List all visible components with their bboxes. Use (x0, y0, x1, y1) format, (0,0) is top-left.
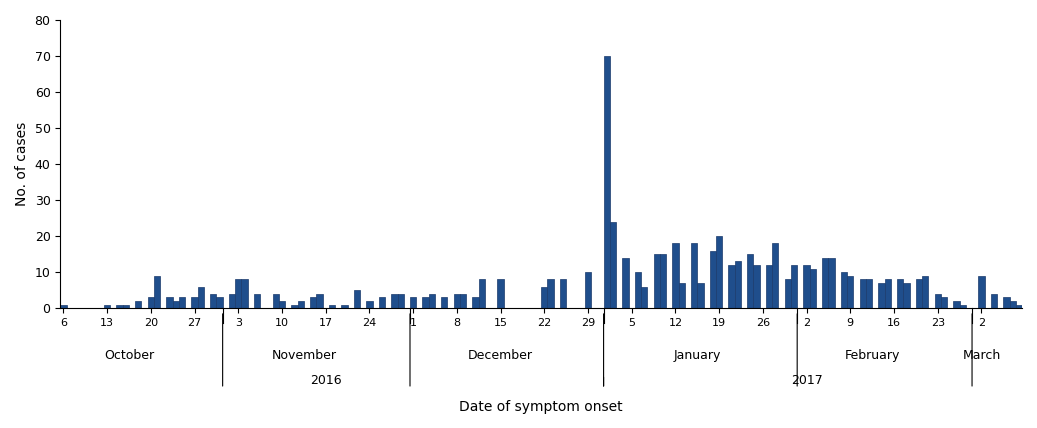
Bar (211, 294, 217, 308)
Bar (235, 279, 242, 308)
Bar (548, 279, 554, 308)
Bar (1003, 297, 1009, 308)
Bar (422, 297, 428, 308)
Bar (978, 276, 984, 308)
Bar (735, 262, 741, 308)
Bar (990, 294, 997, 308)
Bar (560, 279, 566, 308)
Bar (379, 297, 385, 308)
Bar (479, 279, 485, 308)
Bar (279, 301, 285, 308)
Bar (192, 297, 198, 308)
Bar (829, 258, 835, 308)
Bar (1009, 301, 1016, 308)
Bar (791, 265, 797, 308)
Bar (810, 268, 816, 308)
Bar (473, 297, 479, 308)
Bar (885, 279, 891, 308)
Bar (804, 265, 810, 308)
Bar (934, 294, 941, 308)
Bar (585, 272, 591, 308)
Bar (391, 294, 397, 308)
Text: Date of symptom onset: Date of symptom onset (459, 400, 623, 414)
Bar (454, 294, 460, 308)
Bar (167, 297, 173, 308)
Bar (922, 276, 928, 308)
Bar (316, 294, 323, 308)
Bar (147, 297, 153, 308)
Bar (866, 279, 872, 308)
Bar (622, 258, 628, 308)
Bar (116, 305, 122, 308)
Bar (773, 244, 779, 308)
Bar (541, 287, 548, 308)
Bar (104, 305, 110, 308)
Bar (716, 236, 722, 308)
Bar (916, 279, 922, 308)
Bar (897, 279, 903, 308)
Bar (341, 305, 347, 308)
Bar (135, 301, 141, 308)
Bar (229, 294, 235, 308)
Bar (173, 301, 179, 308)
Text: November: November (272, 348, 336, 362)
Bar (903, 283, 909, 308)
Bar (635, 272, 641, 308)
Bar (242, 279, 248, 308)
Bar (428, 294, 435, 308)
Bar (410, 297, 416, 308)
Bar (754, 265, 760, 308)
Text: 2017: 2017 (790, 374, 822, 387)
Bar (254, 294, 260, 308)
Bar (604, 56, 610, 308)
Bar (766, 265, 773, 308)
Bar (697, 283, 703, 308)
Bar (122, 305, 129, 308)
Bar (748, 254, 754, 308)
Bar (329, 305, 335, 308)
Bar (291, 305, 298, 308)
Bar (878, 283, 885, 308)
Text: February: February (844, 348, 900, 362)
Bar (1016, 305, 1022, 308)
Bar (653, 254, 660, 308)
Bar (310, 297, 316, 308)
Text: March: March (962, 348, 1001, 362)
Bar (179, 297, 186, 308)
Bar (610, 222, 616, 308)
Bar (660, 254, 666, 308)
Bar (498, 279, 504, 308)
Bar (691, 244, 697, 308)
Text: January: January (674, 348, 721, 362)
Bar (678, 283, 684, 308)
Bar (460, 294, 467, 308)
Text: October: October (104, 348, 155, 362)
Text: 2016: 2016 (310, 374, 341, 387)
Text: December: December (468, 348, 533, 362)
Bar (441, 297, 447, 308)
Bar (959, 305, 965, 308)
Bar (785, 279, 791, 308)
Bar (847, 276, 853, 308)
Bar (153, 276, 160, 308)
Bar (822, 258, 829, 308)
Bar (941, 297, 947, 308)
Bar (728, 265, 735, 308)
Bar (198, 287, 204, 308)
Bar (217, 297, 223, 308)
Bar (298, 301, 304, 308)
Bar (953, 301, 959, 308)
Bar (860, 279, 866, 308)
Bar (397, 294, 403, 308)
Bar (672, 244, 678, 308)
Bar (841, 272, 847, 308)
Bar (354, 290, 360, 308)
Bar (366, 301, 372, 308)
Bar (60, 305, 66, 308)
Bar (641, 287, 647, 308)
Y-axis label: No. of cases: No. of cases (15, 122, 29, 206)
Bar (709, 250, 716, 308)
Bar (273, 294, 279, 308)
